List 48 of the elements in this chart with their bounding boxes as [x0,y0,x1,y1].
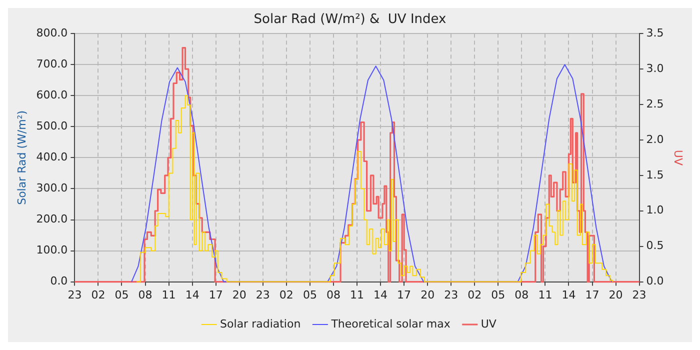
y2-axis-title: UV [672,150,685,166]
y2-tick-label: 3.5 [646,26,664,40]
x-tick-label: 02 [91,288,106,302]
x-tick-label: 14 [185,288,200,302]
y-tick-label: 400.0 [36,150,68,164]
x-tick-label: 17 [208,288,223,302]
y2-tick-label: 3.0 [646,62,664,75]
y2-tick-label: 0.5 [646,239,664,252]
x-tick-label: 20 [608,288,623,302]
x-tick-label: 17 [585,288,600,302]
y-tick-label: 800.0 [36,26,68,40]
legend-label: Solar radiation [220,317,301,330]
x-tick-label: 20 [232,288,246,302]
x-tick-label: 23 [256,288,270,302]
x-tick-label: 02 [468,288,482,302]
x-tick-label: 23 [444,288,458,302]
x-tick-label: 23 [68,288,82,302]
y-tick-label: 500.0 [36,120,68,133]
y2-tick-label: 0.0 [646,274,664,288]
y2-tick-label: 1.5 [646,168,664,182]
y-tick-label: 600.0 [36,88,68,102]
x-tick-label: 08 [138,288,152,302]
x-tick-label: 17 [397,288,412,302]
y-tick-label: 700.0 [36,57,68,70]
chart-title: Solar Rad (W/m²) & UV Index [254,12,447,28]
x-tick-label: 20 [420,288,435,302]
x-tick-label: 11 [538,288,552,302]
x-tick-label: 11 [350,288,364,302]
y2-tick-label: 2.5 [646,97,664,110]
y-tick-label: 0.0 [50,274,68,288]
x-tick-label: 08 [514,288,529,302]
x-tick-label: 02 [279,288,294,302]
x-tick-label: 11 [162,288,176,302]
y2-tick-label: 2.0 [646,132,664,146]
x-tick-label: 14 [374,288,388,302]
x-tick-label: 23 [632,288,646,302]
y2-tick-label: 1.0 [646,204,664,217]
y-tick-label: 200.0 [36,212,68,226]
x-tick-label: 14 [562,288,576,302]
y-tick-label: 100.0 [36,244,68,257]
x-tick-label: 05 [114,288,129,302]
x-tick-label: 05 [491,288,506,302]
x-tick-label: 08 [326,288,340,302]
y-tick-label: 300.0 [36,182,68,195]
x-tick-label: 05 [302,288,317,302]
legend-label: UV [480,317,497,330]
legend-label: Theoretical solar max [330,317,451,330]
y-axis-title: Solar Rad (W/m²) [15,110,28,205]
